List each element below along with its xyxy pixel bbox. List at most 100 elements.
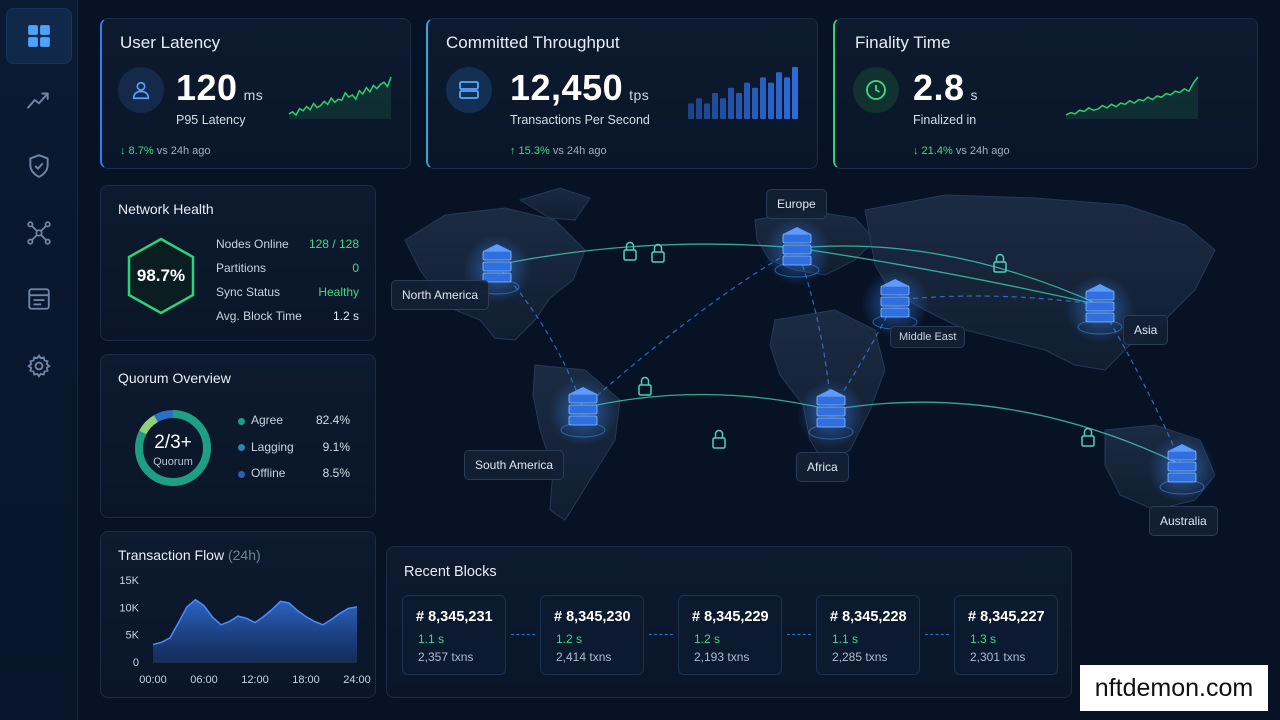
stat-title: User Latency [120,33,221,52]
block-number: # 8,345,229 [692,609,769,625]
stat-change: ↓ 21.4% vs 24h ago [913,145,1010,157]
panel-title: Recent Blocks [404,564,497,580]
block-time: 1.1 s [832,632,859,646]
dashboard-grid-icon [28,25,50,47]
kv-label: Avg. Block Time [216,309,302,323]
block-time: 1.2 s [694,632,721,646]
sidebar-item-network[interactable] [6,205,72,261]
region-label-australia[interactable]: Australia [1149,506,1218,536]
block-txns: 2,301 txns [970,650,1026,664]
kv-value: 128 / 128 [308,237,359,251]
legend-label: Agree [251,413,284,427]
network-health-panel: Network Health 98.7% Nodes Online 128 / … [100,185,376,341]
sidebar-item-dashboard[interactable] [6,8,72,64]
quorum-center-label: Quorum [153,456,193,468]
kv-value: 0 [352,261,359,275]
server-node-icon [861,270,929,338]
throughput-bar [792,67,798,119]
legend-label: Lagging [251,440,294,454]
sidebar-item-security[interactable] [6,138,72,194]
stat-title: Committed Throughput [446,33,620,52]
stat-card-throughput: Committed Throughput 12,450 tps Transacti… [426,18,818,169]
x-tick-label: 06:00 [190,674,218,686]
region-label-south-america[interactable]: South America [464,450,565,480]
server-icon [446,67,492,113]
y-tick-label: 15K [119,575,139,587]
kv-label: Partitions [216,261,267,275]
legend-value: 8.5% [322,466,350,480]
stat-subtitle: Finalized in [913,113,977,127]
region-label-asia[interactable]: Asia [1123,315,1169,345]
sidebar-item-analytics[interactable] [6,72,72,128]
legend-value: 9.1% [322,440,350,454]
recent-blocks-panel: Recent Blocks # 8,345,231 1.1 s 2,357 tx… [386,546,1072,698]
block-link [787,634,811,635]
stat-change: ↑ 15.3% vs 24h ago [510,145,607,157]
server-node-icon [1066,275,1134,343]
health-score: 98.7% [136,266,186,285]
block-time: 1.3 s [970,632,997,646]
stat-title: Finality Time [855,33,951,52]
lock-icons [623,241,1095,449]
kv-label: Nodes Online [216,237,289,251]
block-number: # 8,345,231 [416,609,493,625]
block-link [649,634,673,635]
stat-value: 12,450 tps [510,67,650,108]
sparkline-line [1065,76,1199,116]
throughput-bar [784,77,790,119]
panel-title: Quorum Overview [118,370,231,386]
legend-dot-agree [238,418,245,425]
throughput-bar [736,93,742,119]
flow-area [153,599,357,662]
quorum-donut [135,410,211,486]
y-tick-label: 5K [126,630,140,642]
block-txns: 2,193 txns [694,650,750,664]
throughput-bar [688,103,694,119]
block-card[interactable]: # 8,345,231 1.1 s 2,357 txns [402,595,506,675]
throughput-bar [760,77,766,119]
stat-change: ↓ 8.7% vs 24h ago [120,145,211,157]
finality-sparkline [1065,76,1199,119]
throughput-bar [744,82,750,119]
stat-value: 2.8 s [913,67,979,108]
region-label-europe[interactable]: Europe [766,189,827,219]
donut-segment [135,410,211,486]
quorum-panel: Quorum Overview 2/3+ Quorum Agree 82.4% … [100,354,376,518]
block-txns: 2,285 txns [832,650,888,664]
throughput-bar [776,72,782,119]
kv-value: 1.2 s [332,309,359,323]
health-hexagon-icon [127,237,195,315]
user-icon [118,67,164,113]
block-card[interactable]: # 8,345,228 1.1 s 2,285 txns [816,595,920,675]
throughput-bar [728,87,734,119]
server-node-icon [797,380,865,448]
sidebar-item-ledger[interactable] [6,271,72,327]
x-tick-label: 18:00 [292,674,320,686]
clock-icon [853,67,899,113]
throughput-bar [720,98,726,119]
sidebar-item-settings[interactable] [6,338,72,394]
shield-check-icon [29,154,49,178]
block-txns: 2,414 txns [556,650,612,664]
y-tick-label: 0 [133,657,139,669]
region-label-middle-east[interactable]: Middle East [890,326,966,348]
kv-label: Sync Status [216,285,281,299]
stat-card-user-latency: User Latency 120 ms P95 Latency ↓ 8.7% vs… [100,18,411,169]
block-card[interactable]: # 8,345,227 1.3 s 2,301 txns [954,595,1058,675]
x-tick-label: 12:00 [241,674,269,686]
kv-value: Healthy [318,285,359,299]
block-card[interactable]: # 8,345,230 1.2 s 2,414 txns [540,595,644,675]
region-label-africa[interactable]: Africa [796,452,849,482]
server-node-icon [763,218,831,286]
block-card[interactable]: # 8,345,229 1.2 s 2,193 txns [678,595,782,675]
throughput-bar [696,98,702,119]
region-label-north-america[interactable]: North America [391,280,490,310]
block-time: 1.1 s [418,632,445,646]
legend-dot-lagging [238,444,245,451]
x-tick-label: 24:00 [343,674,371,686]
quorum-center-value: 2/3+ [154,432,192,453]
panel-title: Transaction Flow (24h) [118,547,261,563]
throughput-bar [712,93,718,119]
y-tick-label: 10K [119,602,139,614]
server-node-icon [1148,435,1216,503]
